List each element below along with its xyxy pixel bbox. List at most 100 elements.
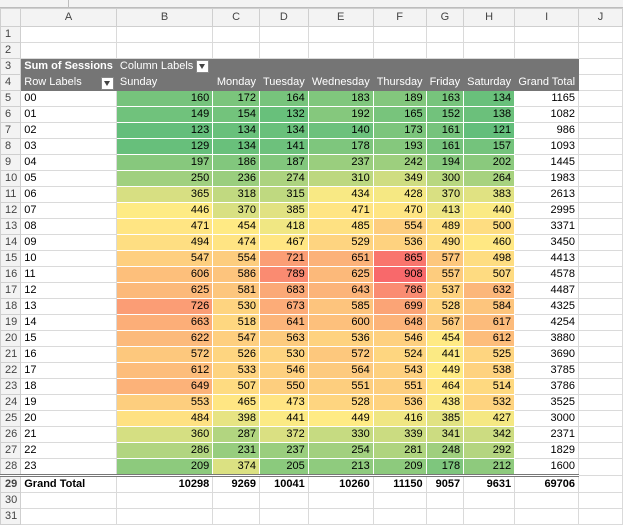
heatmap-cell[interactable]: 518 xyxy=(212,314,260,331)
row-label[interactable]: 22 xyxy=(20,442,117,459)
heatmap-cell[interactable]: 471 xyxy=(115,218,214,235)
heatmap-cell[interactable]: 554 xyxy=(372,218,427,235)
cell[interactable] xyxy=(212,26,260,43)
cell[interactable] xyxy=(578,508,623,525)
heatmap-cell[interactable]: 648 xyxy=(372,314,427,331)
heatmap-cell[interactable]: 310 xyxy=(307,170,374,187)
row-label[interactable]: 09 xyxy=(20,234,117,251)
column-header-B[interactable]: B xyxy=(115,8,214,27)
row-label[interactable]: 14 xyxy=(20,314,117,331)
heatmap-cell[interactable]: 374 xyxy=(212,458,260,476)
cell[interactable] xyxy=(578,282,623,299)
heatmap-cell[interactable]: 498 xyxy=(463,250,516,267)
heatmap-cell[interactable]: 242 xyxy=(372,154,427,171)
column-header-D[interactable]: D xyxy=(258,8,309,27)
row-header-1[interactable]: 1 xyxy=(0,26,22,43)
cell[interactable] xyxy=(578,298,623,315)
heatmap-cell[interactable]: 536 xyxy=(372,394,427,411)
row-label[interactable]: 21 xyxy=(20,426,117,443)
filter-dropdown-icon[interactable] xyxy=(196,59,210,73)
pivot-header-blank[interactable] xyxy=(212,58,260,75)
heatmap-cell[interactable]: 454 xyxy=(212,218,260,235)
row-header-30[interactable]: 30 xyxy=(0,492,22,509)
heatmap-cell[interactable]: 446 xyxy=(115,202,214,219)
heatmap-cell[interactable]: 471 xyxy=(307,202,374,219)
heatmap-cell[interactable]: 189 xyxy=(372,90,427,107)
heatmap-cell[interactable]: 413 xyxy=(425,202,465,219)
cell[interactable] xyxy=(578,250,623,267)
heatmap-cell[interactable]: 533 xyxy=(212,362,260,379)
heatmap-cell[interactable]: 281 xyxy=(372,442,427,459)
heatmap-cell[interactable]: 528 xyxy=(425,298,465,315)
heatmap-cell[interactable]: 132 xyxy=(258,106,309,123)
column-grand-total[interactable]: 10298 xyxy=(115,474,214,493)
heatmap-cell[interactable]: 236 xyxy=(212,170,260,187)
row-label[interactable]: 20 xyxy=(20,410,117,427)
heatmap-cell[interactable]: 254 xyxy=(307,442,374,459)
cell[interactable] xyxy=(212,492,260,509)
heatmap-cell[interactable]: 197 xyxy=(115,154,214,171)
heatmap-cell[interactable]: 441 xyxy=(425,346,465,363)
heatmap-cell[interactable]: 292 xyxy=(463,442,516,459)
heatmap-cell[interactable]: 178 xyxy=(307,138,374,155)
heatmap-cell[interactable]: 554 xyxy=(212,250,260,267)
heatmap-cell[interactable]: 152 xyxy=(425,106,465,123)
heatmap-cell[interactable]: 622 xyxy=(115,330,214,347)
heatmap-cell[interactable]: 547 xyxy=(212,330,260,347)
heatmap-cell[interactable]: 528 xyxy=(307,394,374,411)
row-grand-total[interactable]: 4578 xyxy=(514,266,580,283)
row-grand-total[interactable]: 3000 xyxy=(514,410,580,427)
heatmap-cell[interactable]: 507 xyxy=(212,378,260,395)
cell[interactable] xyxy=(372,508,427,525)
cell[interactable] xyxy=(258,26,309,43)
cell[interactable] xyxy=(578,138,623,155)
row-grand-total[interactable]: 3371 xyxy=(514,218,580,235)
heatmap-cell[interactable]: 551 xyxy=(372,378,427,395)
row-label[interactable]: 06 xyxy=(20,186,117,203)
cell[interactable] xyxy=(578,362,623,379)
heatmap-cell[interactable]: 538 xyxy=(463,362,516,379)
row-label[interactable]: 07 xyxy=(20,202,117,219)
row-label[interactable]: 23 xyxy=(20,458,117,476)
day-header-sunday[interactable]: Sunday xyxy=(115,74,214,91)
cell[interactable] xyxy=(578,442,623,459)
heatmap-cell[interactable]: 360 xyxy=(115,426,214,443)
heatmap-cell[interactable]: 134 xyxy=(212,138,260,155)
cell[interactable] xyxy=(578,154,623,171)
row-label[interactable]: 02 xyxy=(20,122,117,139)
day-header-friday[interactable]: Friday xyxy=(425,74,465,91)
heatmap-cell[interactable]: 372 xyxy=(258,426,309,443)
heatmap-cell[interactable]: 465 xyxy=(212,394,260,411)
cell[interactable] xyxy=(578,314,623,331)
row-header-16[interactable]: 16 xyxy=(0,266,22,283)
heatmap-cell[interactable]: 205 xyxy=(258,458,309,476)
heatmap-cell[interactable]: 536 xyxy=(372,234,427,251)
heatmap-cell[interactable]: 416 xyxy=(372,410,427,427)
cell[interactable] xyxy=(578,122,623,139)
pivot-header-blank[interactable] xyxy=(514,58,580,75)
cell[interactable] xyxy=(115,42,214,59)
heatmap-cell[interactable]: 161 xyxy=(425,138,465,155)
heatmap-cell[interactable]: 418 xyxy=(258,218,309,235)
heatmap-cell[interactable]: 161 xyxy=(425,122,465,139)
heatmap-cell[interactable]: 212 xyxy=(463,458,516,476)
grand-total-label[interactable]: Grand Total xyxy=(20,474,117,493)
row-header-25[interactable]: 25 xyxy=(0,410,22,427)
heatmap-cell[interactable]: 250 xyxy=(115,170,214,187)
heatmap-cell[interactable]: 194 xyxy=(425,154,465,171)
row-label[interactable]: 03 xyxy=(20,138,117,155)
filter-dropdown-icon[interactable] xyxy=(100,77,114,90)
heatmap-cell[interactable]: 586 xyxy=(212,266,260,283)
row-grand-total[interactable]: 1983 xyxy=(514,170,580,187)
spreadsheet-grid[interactable]: A B C D E F G H I J 1 2 3 Sum of Sessions Column Label… xyxy=(0,8,623,525)
cell[interactable] xyxy=(578,266,623,283)
row-grand-total[interactable]: 3786 xyxy=(514,378,580,395)
row-header-19[interactable]: 19 xyxy=(0,314,22,331)
cell[interactable] xyxy=(307,492,374,509)
cell[interactable] xyxy=(514,508,580,525)
heatmap-cell[interactable]: 138 xyxy=(463,106,516,123)
cell[interactable] xyxy=(20,492,117,509)
row-header-26[interactable]: 26 xyxy=(0,426,22,443)
pivot-value-label[interactable]: Sum of Sessions xyxy=(20,58,117,75)
row-header-2[interactable]: 2 xyxy=(0,42,22,59)
